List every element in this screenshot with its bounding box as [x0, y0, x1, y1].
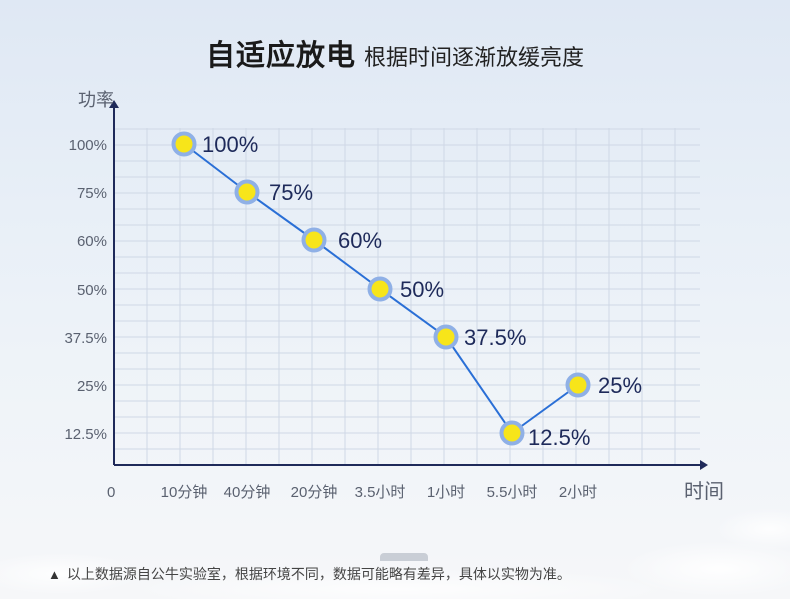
data-point	[234, 179, 260, 205]
data-label: 12.5%	[528, 425, 590, 450]
title-sub: 根据时间逐渐放缓亮度	[364, 45, 585, 70]
x-tick-label: 40分钟	[224, 484, 271, 501]
data-point	[499, 420, 525, 446]
x-tick-label: 1小时	[427, 484, 465, 501]
x-tick-label: 3.5小时	[355, 484, 406, 501]
y-tick-label: 12.5%	[64, 426, 107, 443]
chart-grid	[114, 128, 700, 465]
y-tick-label: 60%	[77, 233, 107, 250]
y-tick-label: 75%	[77, 185, 107, 202]
x-axis-arrow	[700, 460, 708, 470]
data-point	[301, 227, 327, 253]
y-axis-label: 功率	[78, 90, 114, 110]
y-axis-arrow	[109, 100, 119, 108]
footer-note-text: 以上数据源自公牛实验室，根据环境不同，数据可能略有差异，具体以实物为准。	[66, 566, 571, 582]
chart-axes	[109, 100, 708, 470]
x-tick-label: 10分钟	[161, 484, 208, 501]
y-tick-label: 50%	[77, 282, 107, 299]
y-tick-label: 37.5%	[64, 330, 107, 347]
data-point	[565, 372, 591, 398]
x-tick-label: 20分钟	[291, 484, 338, 501]
data-label: 25%	[598, 373, 642, 398]
x-tick-label: 5.5小时	[487, 484, 538, 501]
x-tick-label: 2小时	[559, 484, 597, 501]
data-point	[171, 131, 197, 157]
data-point	[433, 324, 459, 350]
drag-handle	[380, 553, 428, 561]
footer-note: ▲ 以上数据源自公牛实验室，根据环境不同，数据可能略有差异，具体以实物为准。	[48, 564, 571, 584]
origin-label: 0	[107, 484, 115, 501]
y-tick-label: 25%	[77, 378, 107, 395]
cloud-background	[0, 449, 790, 599]
warning-triangle-icon: ▲	[48, 567, 61, 582]
data-label: 60%	[338, 228, 382, 253]
title-main: 自适应放电	[205, 40, 356, 72]
data-label: 50%	[400, 277, 444, 302]
x-axis-label: 时间	[684, 480, 724, 503]
chart-series: 100% 75% 60% 50% 37.5% 12.5% 25%	[171, 131, 642, 450]
data-label: 37.5%	[464, 325, 526, 350]
data-label: 75%	[269, 180, 313, 205]
y-tick-label: 100%	[69, 137, 107, 154]
data-label: 100%	[202, 132, 258, 157]
page-title: 自适应放电 根据时间逐渐放缓亮度	[0, 32, 790, 74]
data-point	[367, 276, 393, 302]
